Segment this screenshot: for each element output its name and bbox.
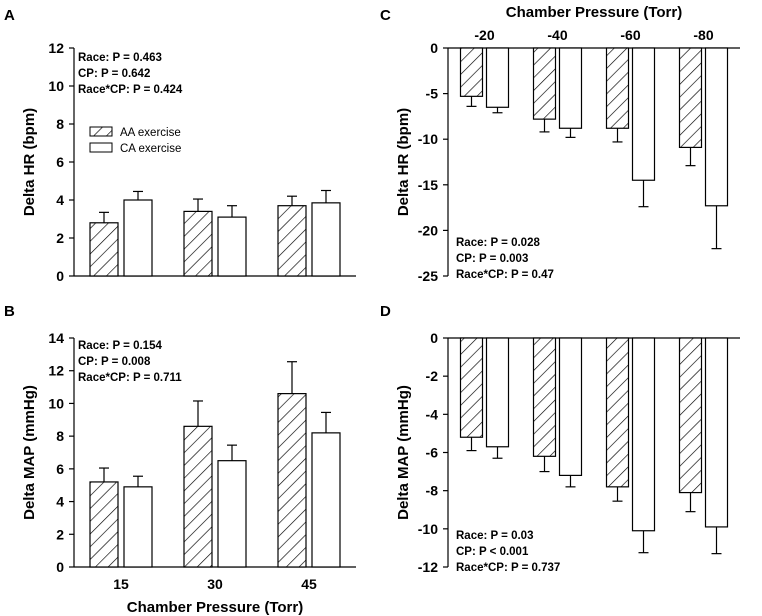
panel-label: C bbox=[380, 7, 391, 24]
bar bbox=[123, 486, 153, 568]
stat-annotation: Race*CP: P = 0.711 bbox=[78, 372, 182, 384]
stat-annotation: Race*CP: P = 0.424 bbox=[78, 84, 183, 96]
stat-annotation: CP: P = 0.642 bbox=[78, 68, 150, 80]
bar bbox=[532, 337, 557, 457]
bar bbox=[277, 205, 307, 277]
y-tick-label: -5 bbox=[426, 86, 439, 102]
x-axis-label: Chamber Pressure (Torr) bbox=[127, 599, 303, 616]
bar bbox=[277, 393, 307, 568]
y-tick-label: 10 bbox=[48, 78, 64, 94]
y-tick-label: 0 bbox=[430, 40, 438, 56]
y-tick-label: -12 bbox=[418, 559, 438, 575]
bar bbox=[89, 481, 119, 568]
bar bbox=[311, 432, 341, 568]
bar bbox=[704, 337, 729, 528]
stat-annotation: Race: P = 0.463 bbox=[78, 52, 162, 64]
y-tick-label: -4 bbox=[426, 406, 439, 422]
y-tick-label: 4 bbox=[56, 494, 64, 510]
stat-annotation: Race: P = 0.03 bbox=[456, 530, 533, 542]
bar bbox=[89, 222, 119, 277]
stat-annotation: Race*CP: P = 0.47 bbox=[456, 269, 554, 281]
y-tick-label: -20 bbox=[418, 222, 438, 238]
y-tick-label: -10 bbox=[418, 131, 438, 147]
bar bbox=[485, 337, 510, 448]
y-tick-label: 2 bbox=[56, 230, 64, 246]
y-tick-label: 8 bbox=[56, 428, 64, 444]
bar bbox=[678, 47, 703, 149]
legend-label: CA exercise bbox=[120, 143, 181, 155]
x-axis-label: Chamber Pressure (Torr) bbox=[506, 4, 682, 21]
y-tick-label: 0 bbox=[56, 559, 64, 575]
y-tick-label: -2 bbox=[426, 368, 439, 384]
y-tick-label: 4 bbox=[56, 192, 64, 208]
y-tick-label: -25 bbox=[418, 268, 438, 284]
x-tick-label: -40 bbox=[547, 27, 567, 43]
legend-label: AA exercise bbox=[120, 127, 181, 139]
stat-annotation: CP: P = 0.008 bbox=[78, 356, 151, 368]
bar bbox=[183, 210, 213, 277]
y-tick-label: 6 bbox=[56, 154, 64, 170]
bar bbox=[605, 47, 630, 129]
bar bbox=[217, 460, 247, 568]
y-axis-label: Delta MAP (mmHg) bbox=[395, 385, 412, 520]
y-tick-label: -8 bbox=[426, 483, 439, 499]
bar bbox=[217, 216, 247, 277]
x-tick-label: 45 bbox=[301, 576, 317, 592]
bar bbox=[123, 199, 153, 277]
panel-a: A 0 2 4 6 8 10 12 Delta HR (bpm) Race: P = 0.463 C… bbox=[4, 7, 356, 284]
bar bbox=[605, 337, 630, 488]
panel-label: A bbox=[4, 7, 15, 24]
panel-b: B 0 2 4 6 8 10 12 14 Delta MAP (mmHg) 15 30 45 Chambe… bbox=[4, 303, 356, 616]
bar bbox=[485, 47, 510, 108]
x-tick-label: -20 bbox=[474, 27, 494, 43]
y-tick-label: -10 bbox=[418, 521, 438, 537]
y-axis-label: Delta HR (bpm) bbox=[21, 108, 38, 216]
y-tick-label: 6 bbox=[56, 461, 64, 477]
y-axis-label: Delta MAP (mmHg) bbox=[21, 385, 38, 520]
bar bbox=[631, 47, 656, 181]
y-tick-label: 12 bbox=[48, 363, 64, 379]
y-tick-label: 2 bbox=[56, 526, 64, 542]
panel-c: C 0 -5 -10 -15 -20 -25 Delta HR (bpm) -20 -40 -60 -… bbox=[380, 4, 740, 284]
bar bbox=[459, 337, 484, 438]
bar bbox=[558, 47, 583, 129]
x-tick-label: -80 bbox=[693, 27, 713, 43]
x-tick-label: -60 bbox=[620, 27, 640, 43]
stat-annotation: CP: P < 0.001 bbox=[456, 546, 529, 558]
bar bbox=[678, 337, 703, 494]
y-tick-label: 8 bbox=[56, 116, 64, 132]
panel-label: D bbox=[380, 303, 391, 320]
bar bbox=[631, 337, 656, 532]
panel-d: D 0 -2 -4 -6 -8 -10 -12 Delta MAP (mmHg) Race: P … bbox=[380, 303, 740, 575]
bar bbox=[183, 425, 213, 568]
y-axis-label: Delta HR (bpm) bbox=[395, 108, 412, 216]
panel-label: B bbox=[4, 303, 15, 320]
bar bbox=[532, 47, 557, 120]
bar bbox=[459, 47, 484, 97]
y-tick-label: 14 bbox=[48, 330, 64, 346]
bar bbox=[558, 337, 583, 476]
y-tick-label: -15 bbox=[418, 177, 438, 193]
x-tick-label: 30 bbox=[207, 576, 223, 592]
bar bbox=[311, 202, 341, 277]
legend-swatch bbox=[89, 126, 113, 137]
stat-annotation: Race*CP: P = 0.737 bbox=[456, 562, 560, 574]
y-tick-label: 0 bbox=[430, 330, 438, 346]
x-tick-label: 15 bbox=[113, 576, 129, 592]
y-tick-label: 0 bbox=[56, 268, 64, 284]
stat-annotation: Race: P = 0.154 bbox=[78, 340, 162, 352]
bar bbox=[704, 47, 729, 207]
y-tick-label: 12 bbox=[48, 40, 64, 56]
y-tick-label: -6 bbox=[426, 445, 439, 461]
legend-swatch bbox=[89, 142, 113, 153]
stat-annotation: Race: P = 0.028 bbox=[456, 237, 540, 249]
y-tick-label: 10 bbox=[48, 395, 64, 411]
stat-annotation: CP: P = 0.003 bbox=[456, 253, 528, 265]
